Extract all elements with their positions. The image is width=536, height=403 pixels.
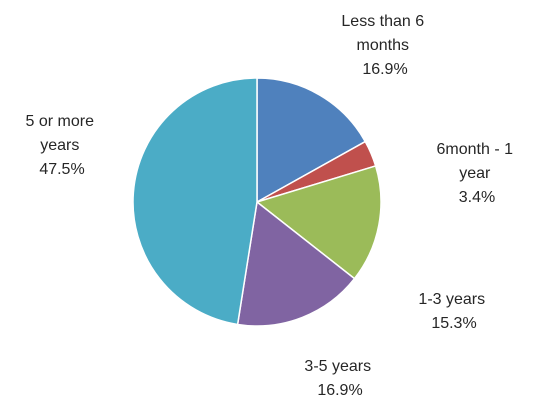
slice-label-less-than-6-months: Less than 6 months 16.9% xyxy=(341,13,428,78)
pie-slices xyxy=(132,77,382,327)
slice-label-3-5-years: 3-5 years 16.9% xyxy=(304,358,375,399)
slice-label-1-3-years: 1-3 years 15.3% xyxy=(418,291,489,332)
pie-slice-less-than-6-months xyxy=(256,77,367,204)
pie-slice-3-5-years xyxy=(236,200,356,327)
pie-slice-1-3-years xyxy=(255,164,382,280)
slice-label-6month-1-year: 6month - 1 year 3.4% xyxy=(437,141,518,206)
slice-label-5-or-more-years: 5 or more years 47.5% xyxy=(26,113,99,178)
pie-labels: Less than 6 months 16.9% 6month - 1 year… xyxy=(26,13,518,399)
pie-slice-5-or-more-years xyxy=(132,77,258,326)
